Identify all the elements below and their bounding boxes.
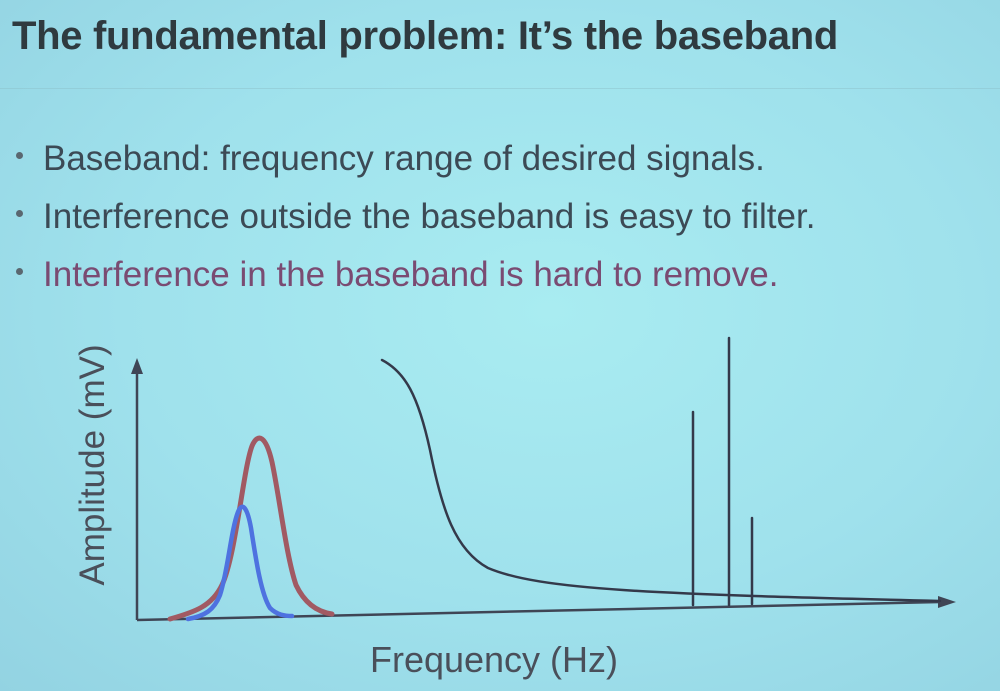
bullet-item-outside-baseband: Interference outside the baseband is eas… <box>10 186 815 244</box>
bullet-text: Interference in the baseband is hard to … <box>43 254 779 294</box>
bullet-dot-icon <box>16 210 23 218</box>
bullet-item-in-baseband: Interference in the baseband is hard to … <box>10 244 815 302</box>
x-axis <box>136 596 956 622</box>
bullet-text: Baseband: frequency range of desired sig… <box>43 138 765 178</box>
bullet-list: Baseband: frequency range of desired sig… <box>10 128 815 302</box>
bullet-item-baseband-definition: Baseband: frequency range of desired sig… <box>10 128 815 186</box>
bullet-dot-icon <box>16 268 23 276</box>
y-axis <box>131 358 143 620</box>
bullet-text: Interference outside the baseband is eas… <box>43 196 816 236</box>
slide-title: The fundamental problem: It’s the baseba… <box>12 14 839 58</box>
series-layer <box>167 336 942 622</box>
y-axis-arrow-icon <box>131 358 143 374</box>
x-axis-label: Frequency (Hz) <box>370 639 618 680</box>
y-axis-label: Amplitude (mV) <box>73 344 112 585</box>
spectrum-chart: Amplitude (mV) Frequency (Hz) <box>73 336 956 680</box>
baseband-narrow-peak <box>185 504 295 622</box>
title-divider <box>0 88 1000 89</box>
bullet-dot-icon <box>16 152 23 160</box>
out-of-band-interference-curve <box>380 358 942 603</box>
x-axis-arrow-icon <box>938 596 956 608</box>
